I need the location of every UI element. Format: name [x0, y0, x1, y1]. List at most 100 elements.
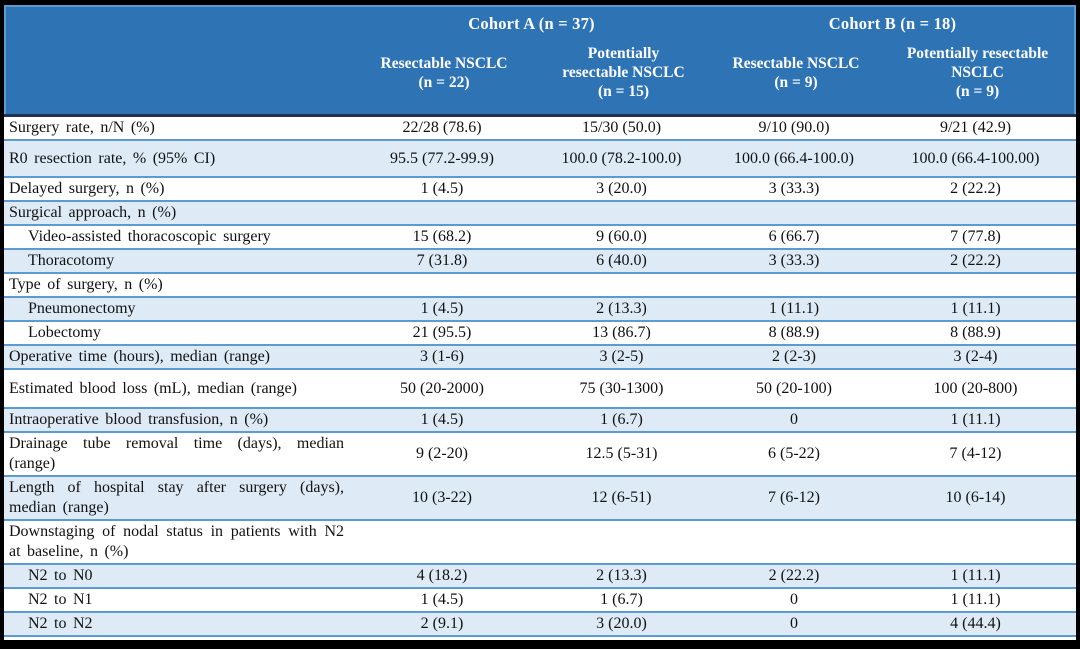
row-label: N2 to N0 — [28, 567, 93, 584]
row-label: N2 to N1 — [28, 591, 93, 608]
cell-value: 1 (6.7) — [600, 591, 643, 608]
cell-value: 3 (20.0) — [534, 639, 709, 641]
table-row: R0 resection rate, % (95% CI) 95.5 (77.2-… — [4, 141, 1076, 178]
cell-value: 1 (11.1) — [950, 567, 1001, 584]
cell-value: 3 (1-6) — [420, 348, 464, 365]
cell-value: 4 (18.2) — [416, 567, 468, 584]
table-row: Surgical approach, n (%) — [4, 202, 1076, 226]
cell-value: 7 (31.8) — [416, 252, 468, 269]
table-header: Cohort A (n = 37) Cohort B (n = 18) Rese… — [4, 5, 1076, 114]
cell-value: 7 (4-12) — [949, 445, 1002, 462]
row-label: Downstaging of nodal status in patients … — [9, 523, 344, 560]
table-row: Surgical complications, n (%)1 (4.5)3 (2… — [4, 637, 1076, 640]
cell-value: 0 — [790, 411, 798, 428]
table-body: Surgery rate, n/N (%) 22/28 (78.6) 15/30 (… — [4, 114, 1076, 640]
table-row: N2 to N0 4 (18.2) 2 (13.3) 2 (22.2) 1 (11.1) — [4, 565, 1076, 589]
cell-value: 12.5 (5-31) — [585, 445, 658, 462]
cohort-b-header: Cohort B (n = 18) — [828, 14, 957, 33]
cell-value: 2 (22.2) — [950, 252, 1001, 269]
table-row: Surgery rate, n/N (%) 22/28 (78.6) 15/30 (… — [4, 117, 1076, 141]
cell-value: 1 (4.5) — [420, 411, 464, 428]
cell-value: 1 (6.7) — [600, 411, 643, 428]
results-table: Cohort A (n = 37) Cohort B (n = 18) Rese… — [4, 5, 1076, 640]
cell-value: 6 (40.0) — [596, 252, 647, 269]
cell-value: 2 (2-3) — [772, 348, 816, 365]
cell-value: 9 (60.0) — [596, 228, 647, 245]
cell-value: 13 (86.7) — [592, 324, 651, 341]
cell-value: 8 (88.9) — [950, 324, 1001, 341]
cell-value: 4 (44.4) — [950, 615, 1001, 632]
cell-value: 2 (13.3) — [596, 567, 647, 584]
table-row: Pneumonectomy 1 (4.5) 2 (13.3) 1 (11.1) 1 (1… — [4, 298, 1076, 322]
cell-value: 95.5 (77.2-99.9) — [390, 149, 494, 167]
cell-value: 7 (77.8) — [950, 228, 1001, 245]
table-row: N2 to N1 1 (4.5) 1 (6.7) 0 1 (11.1) — [4, 589, 1076, 613]
row-label: Surgical complications, n (%) — [4, 638, 350, 641]
cell-value: 2 (9.1) — [420, 615, 464, 632]
cell-value: 2 (13.3) — [596, 300, 647, 317]
table-row: Length of hospital stay after surgery (d… — [4, 477, 1076, 521]
table-row: Lobectomy 21 (95.5) 13 (86.7) 8 (88.9) 8 (88… — [4, 322, 1076, 346]
column-header-resectable-b: Resectable NSCLC (n = 9) — [732, 54, 860, 91]
cell-value: 22/28 (78.6) — [402, 119, 482, 136]
cell-value: 12 (6-51) — [591, 489, 652, 506]
cohort-a-header: Cohort A (n = 37) — [468, 14, 595, 33]
cell-value: 10 (3-22) — [412, 489, 472, 506]
column-header-potentially-resectable-a: Potentially resectable NSCLC (n = 15) — [562, 45, 685, 100]
row-label: Thoracotomy — [28, 252, 115, 269]
row-label: Length of hospital stay after surgery (d… — [9, 479, 344, 516]
row-label: Estimated blood loss (mL), median (range… — [9, 379, 297, 397]
row-label: Surgery rate, n/N (%) — [9, 119, 155, 136]
row-label: Type of surgery, n (%) — [9, 276, 163, 293]
table-row: Video-assisted thoracoscopic surgery 15 (… — [4, 226, 1076, 250]
cell-value: 100.0 (66.4-100.00) — [911, 149, 1040, 167]
table-row: Type of surgery, n (%) — [4, 274, 1076, 298]
cell-value: 6 (66.7) — [768, 228, 820, 245]
row-label: Surgical approach, n (%) — [9, 204, 177, 221]
row-label: Video-assisted thoracoscopic surgery — [28, 228, 271, 245]
cell-value: 75 (30-1300) — [579, 379, 664, 397]
cell-value: 1 (4.5) — [350, 639, 534, 641]
cell-value: 0 — [879, 639, 1072, 641]
cell-value: 7 (6-12) — [768, 489, 820, 506]
cell-value: 15 (68.2) — [412, 228, 472, 245]
table-row: Estimated blood loss (mL), median (range… — [4, 370, 1076, 409]
cell-value: 10 (6-14) — [945, 489, 1006, 506]
cell-value: 3 (2-4) — [953, 348, 998, 365]
cell-value: 1 (11.1) — [950, 300, 1001, 317]
column-header-potentially-resectable-b: Potentially resectable NSCLC (n = 9) — [906, 45, 1049, 100]
cell-value: 9/21 (42.9) — [939, 119, 1012, 136]
table-row: Drainage tube removal time (days), media… — [4, 433, 1076, 477]
cell-value: 3 (2-5) — [599, 348, 644, 365]
cell-value: 1 (11.1) — [768, 300, 820, 317]
cell-value: 6 (5-22) — [768, 445, 820, 462]
row-label: Intraoperative blood transfusion, n (%) — [9, 411, 269, 428]
cell-value: 1 (4.5) — [420, 300, 464, 317]
table-row: Intraoperative blood transfusion, n (%) 1… — [4, 409, 1076, 433]
row-label: N2 to N2 — [28, 615, 93, 632]
cell-value: 3 (33.3) — [768, 252, 820, 269]
table-row: Thoracotomy 7 (31.8) 6 (40.0) 3 (33.3) 2 (22… — [4, 250, 1076, 274]
cell-value: 3 (33.3) — [768, 180, 820, 197]
cell-value: 1 (11.1) — [950, 411, 1001, 428]
cell-value: 15/30 (50.0) — [581, 119, 662, 136]
cell-value: 2 (22.2) — [768, 567, 820, 584]
table-row: N2 to N2 2 (9.1) 3 (20.0) 0 4 (44.4) — [4, 613, 1076, 637]
column-header-resectable-a: Resectable NSCLC (n = 22) — [380, 54, 508, 91]
cell-value: 0 — [790, 591, 798, 608]
row-label: Operative time (hours), median (range) — [9, 348, 271, 365]
cell-value: 3 (20.0) — [596, 180, 647, 197]
table-row: Delayed surgery, n (%) 1 (4.5) 3 (20.0) 3 (… — [4, 178, 1076, 202]
cell-value: 0 — [709, 639, 879, 641]
cell-value: 3 (20.0) — [596, 615, 647, 632]
cell-value: 9 (2-20) — [416, 445, 468, 462]
cell-value: 100 (20-800) — [933, 379, 1018, 397]
cell-value: 50 (20-100) — [756, 379, 832, 397]
cell-value: 21 (95.5) — [412, 324, 472, 341]
cell-value: 0 — [790, 615, 798, 632]
cell-value: 1 (11.1) — [950, 591, 1001, 608]
cell-value: 100.0 (66.4-100.0) — [734, 149, 854, 167]
cell-value: 1 (4.5) — [420, 591, 464, 608]
row-label: Pneumonectomy — [28, 300, 136, 317]
row-label: R0 resection rate, % (95% CI) — [9, 149, 216, 167]
